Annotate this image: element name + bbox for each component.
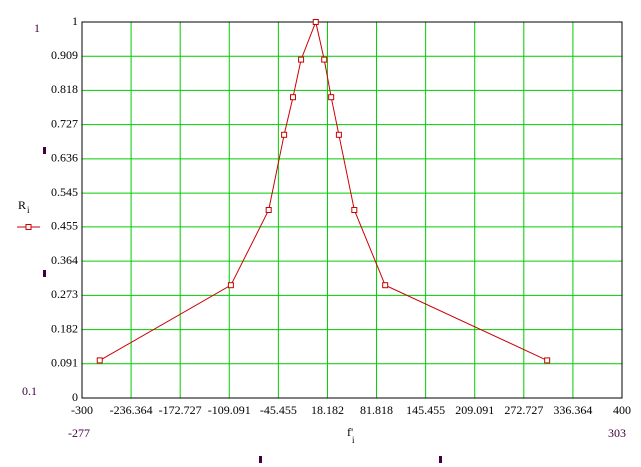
x-axis-label: f' — [347, 425, 353, 439]
y-tick-label: 0.091 — [51, 356, 78, 370]
x-tick-label: 209.091 — [455, 403, 494, 417]
x-tick-label: 400 — [613, 403, 631, 417]
y-min-label: 0.1 — [22, 384, 37, 398]
point-marker — [265, 207, 272, 213]
point-marker — [335, 131, 342, 138]
x-tick-label: 272.727 — [504, 403, 543, 417]
y-tick-label: 0.818 — [51, 82, 78, 96]
y-tick-label: 0.636 — [51, 151, 78, 165]
plot-frame — [81, 21, 623, 399]
point-marker — [328, 94, 335, 101]
point-marker — [289, 94, 296, 101]
y-max-label: 1 — [34, 21, 40, 35]
x-max-label: 303 — [608, 426, 626, 440]
x-min-label: -277 — [68, 426, 90, 440]
legend-label: R — [18, 198, 26, 212]
x-tick-label: -236.364 — [110, 403, 153, 417]
y-tick-label: 0.273 — [51, 287, 78, 301]
x-tick-label: -172.727 — [159, 403, 202, 417]
y-tick-label: 0.545 — [51, 185, 78, 199]
x-tick-label: 81.818 — [360, 403, 393, 417]
legend-label-sub: i — [27, 205, 30, 215]
x-axis-label-sub: i — [352, 435, 355, 445]
placeholder-mark — [259, 456, 262, 463]
point-marker — [351, 207, 358, 213]
y-tick-label: 0.182 — [51, 321, 78, 335]
y-tick-label: 0.909 — [51, 48, 78, 62]
x-tick-label: 18.182 — [311, 403, 344, 417]
point-marker — [281, 131, 288, 138]
point-marker — [227, 282, 234, 289]
series-line — [99, 20, 548, 361]
point-marker — [96, 357, 103, 364]
point-marker — [321, 56, 328, 63]
y-tick-label: 1 — [72, 14, 78, 28]
x-tick-label: 145.455 — [406, 403, 445, 417]
y-tick-label: 0 — [72, 390, 78, 404]
x-tick-label: -109.091 — [208, 403, 251, 417]
point-marker — [382, 282, 389, 289]
legend-marker — [25, 224, 32, 230]
y-tick-label: 0.455 — [51, 219, 78, 233]
point-marker — [298, 56, 305, 63]
placeholder-mark — [43, 270, 46, 277]
point-marker — [312, 19, 319, 25]
placeholder-mark — [43, 147, 46, 154]
x-tick-label: -45.455 — [260, 403, 297, 417]
placeholder-mark — [439, 456, 442, 463]
y-tick-label: 0.364 — [51, 253, 78, 267]
point-marker — [544, 357, 551, 364]
x-tick-label: -300 — [71, 403, 93, 417]
y-tick-label: 0.727 — [51, 116, 78, 130]
x-tick-label: 336.364 — [553, 403, 592, 417]
